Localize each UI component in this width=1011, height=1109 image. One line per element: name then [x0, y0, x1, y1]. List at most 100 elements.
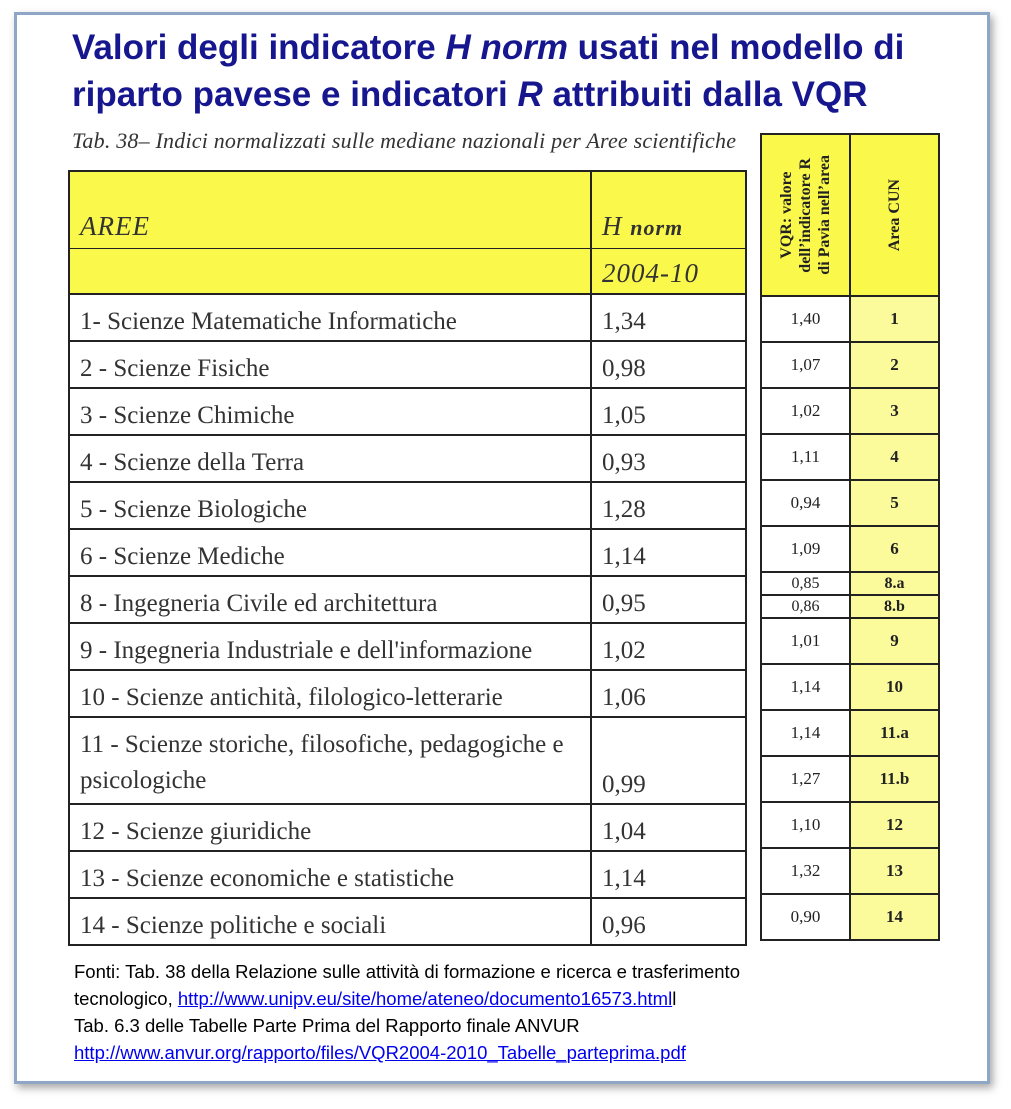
- side-row: 0,86 8.b: [761, 595, 939, 618]
- area-name: 5 - Scienze Biologiche: [69, 482, 591, 529]
- r-value: 1,10: [761, 802, 850, 848]
- table-row: 11 - Scienze storiche, filosofiche, peda…: [69, 717, 746, 804]
- table-row: 4 - Scienze della Terra 0,93: [69, 435, 746, 482]
- side-row: 1,32 13: [761, 848, 939, 894]
- h-norm-value: 1,02: [591, 623, 746, 670]
- area-name: 10 - Scienze antichità, filologico-lette…: [69, 670, 591, 717]
- h-norm-value: 0,98: [591, 341, 746, 388]
- anvur-link[interactable]: http://www.anvur.org/rapporto/files/VQR2…: [74, 1042, 686, 1063]
- area-cun: 8.b: [850, 595, 939, 618]
- area-cun: 10: [850, 664, 939, 710]
- side-row: 0,85 8.a: [761, 572, 939, 595]
- table-row: 14 - Scienze politiche e sociali 0,96: [69, 898, 746, 945]
- area-cun: 13: [850, 848, 939, 894]
- h-norm-value: 0,96: [591, 898, 746, 945]
- header-vqr-r: VQR: valore dell’indicatore R di Pavia n…: [761, 134, 850, 296]
- area-cun: 9: [850, 618, 939, 664]
- h-norm-table: AREE H norm 2004-10 1- Scienze Matematic…: [68, 170, 747, 946]
- area-name: 3 - Scienze Chimiche: [69, 388, 591, 435]
- r-value: 1,09: [761, 526, 850, 572]
- source-line-4: http://www.anvur.org/rapporto/files/VQR2…: [74, 1039, 974, 1066]
- h-norm-value: 1,34: [591, 294, 746, 341]
- area-cun: 11.a: [850, 710, 939, 756]
- h-norm-value: 1,28: [591, 482, 746, 529]
- header-area-cun: Area CUN: [850, 134, 939, 296]
- area-cun: 5: [850, 480, 939, 526]
- source-line-1: Fonti: Tab. 38 della Relazione sulle att…: [74, 958, 974, 985]
- table-row: 2 - Scienze Fisiche 0,98: [69, 341, 746, 388]
- side-row: 1,01 9: [761, 618, 939, 664]
- slide-title: Valori degli indicatore H norm usati nel…: [72, 24, 982, 118]
- r-value: 1,14: [761, 664, 850, 710]
- r-value: 0,86: [761, 595, 850, 618]
- side-row: 1,40 1: [761, 296, 939, 342]
- h-norm-value: 0,95: [591, 576, 746, 623]
- header-blank: [69, 249, 591, 295]
- side-row: 1,09 6: [761, 526, 939, 572]
- area-cun: 3: [850, 388, 939, 434]
- vqr-r-table: VQR: valore dell’indicatore R di Pavia n…: [760, 133, 940, 941]
- h-norm-value: 0,93: [591, 435, 746, 482]
- area-name: 9 - Ingegneria Industriale e dell'inform…: [69, 623, 591, 670]
- r-value: 1,40: [761, 296, 850, 342]
- area-name: 2 - Scienze Fisiche: [69, 341, 591, 388]
- table-row: 13 - Scienze economiche e statistiche 1,1…: [69, 851, 746, 898]
- side-row: 1,07 2: [761, 342, 939, 388]
- header-row: AREE H norm: [69, 171, 746, 249]
- side-header-row: VQR: valore dell’indicatore R di Pavia n…: [761, 134, 939, 296]
- r-value: 1,14: [761, 710, 850, 756]
- area-cun: 14: [850, 894, 939, 940]
- side-row: 1,11 4: [761, 434, 939, 480]
- r-value: 0,85: [761, 572, 850, 595]
- area-cun: 12: [850, 802, 939, 848]
- area-cun: 6: [850, 526, 939, 572]
- area-name: 11 - Scienze storiche, filosofiche, peda…: [69, 717, 591, 804]
- table-row: 1- Scienze Matematiche Informatiche 1,34: [69, 294, 746, 341]
- area-cun: 4: [850, 434, 939, 480]
- area-cun: 2: [850, 342, 939, 388]
- area-cun: 1: [850, 296, 939, 342]
- r-value: 1,27: [761, 756, 850, 802]
- r-value: 1,07: [761, 342, 850, 388]
- table-row: 12 - Scienze giuridiche 1,04: [69, 804, 746, 851]
- h-norm-value: 1,14: [591, 851, 746, 898]
- side-row: 1,14 10: [761, 664, 939, 710]
- table-row: 3 - Scienze Chimiche 1,05: [69, 388, 746, 435]
- h-norm-value: 1,06: [591, 670, 746, 717]
- source-line-3: Tab. 6.3 delle Tabelle Parte Prima del R…: [74, 1012, 974, 1039]
- r-value: 0,90: [761, 894, 850, 940]
- header-h-norm: H norm: [591, 171, 746, 249]
- area-cun: 11.b: [850, 756, 939, 802]
- r-value: 1,11: [761, 434, 850, 480]
- r-value: 1,01: [761, 618, 850, 664]
- side-row: 0,90 14: [761, 894, 939, 940]
- h-norm-value: 1,14: [591, 529, 746, 576]
- header-aree: AREE: [69, 171, 591, 249]
- side-row: 0,94 5: [761, 480, 939, 526]
- header-period: 2004-10: [591, 249, 746, 295]
- area-name: 14 - Scienze politiche e sociali: [69, 898, 591, 945]
- area-cun: 8.a: [850, 572, 939, 595]
- area-name: 6 - Scienze Mediche: [69, 529, 591, 576]
- side-row: 1,27 11.b: [761, 756, 939, 802]
- sources-footer: Fonti: Tab. 38 della Relazione sulle att…: [74, 958, 974, 1066]
- unipv-link[interactable]: http://www.unipv.eu/site/home/ateneo/doc…: [178, 988, 672, 1009]
- table-caption: Tab. 38– Indici normalizzati sulle media…: [72, 128, 742, 154]
- h-norm-value: 1,05: [591, 388, 746, 435]
- side-row: 1,14 11.a: [761, 710, 939, 756]
- h-norm-value: 1,04: [591, 804, 746, 851]
- header-period-row: 2004-10: [69, 249, 746, 295]
- side-row: 1,10 12: [761, 802, 939, 848]
- area-name: 13 - Scienze economiche e statistiche: [69, 851, 591, 898]
- r-value: 1,32: [761, 848, 850, 894]
- table-row: 5 - Scienze Biologiche 1,28: [69, 482, 746, 529]
- area-name: 4 - Scienze della Terra: [69, 435, 591, 482]
- r-value: 0,94: [761, 480, 850, 526]
- source-line-2: tecnologico, http://www.unipv.eu/site/ho…: [74, 985, 974, 1012]
- area-name: 8 - Ingegneria Civile ed architettura: [69, 576, 591, 623]
- table-row: 9 - Ingegneria Industriale e dell'inform…: [69, 623, 746, 670]
- table-row: 6 - Scienze Mediche 1,14: [69, 529, 746, 576]
- table-row: 8 - Ingegneria Civile ed architettura 0,9…: [69, 576, 746, 623]
- h-norm-value: 0,99: [591, 717, 746, 804]
- side-row: 1,02 3: [761, 388, 939, 434]
